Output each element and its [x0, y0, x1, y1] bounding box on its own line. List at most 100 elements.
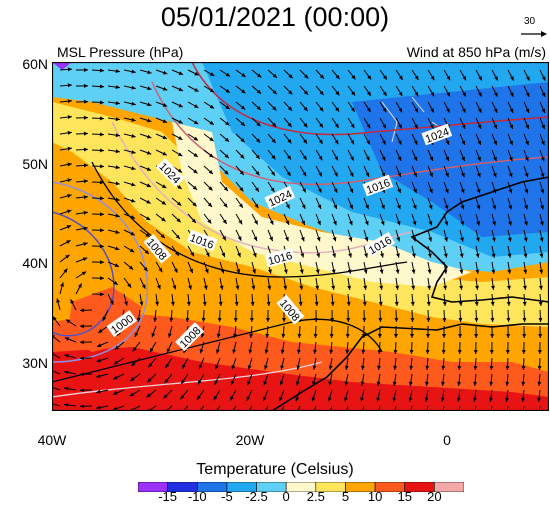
wind-vector-head	[461, 124, 466, 129]
wind-vector-head	[366, 140, 370, 145]
wind-vector-head	[314, 301, 319, 306]
wind-vector-head	[264, 349, 269, 354]
wind-vector-head	[283, 269, 288, 274]
colorbar-tick-label: -5	[221, 489, 233, 504]
wind-vector-head	[475, 285, 480, 290]
wind-vector-head	[504, 397, 509, 402]
wind-vector-head	[428, 188, 433, 194]
wind-vector-head	[247, 380, 251, 386]
wind-vector-head	[367, 75, 372, 80]
wind-vector-head	[254, 203, 259, 209]
colorbar	[138, 482, 464, 492]
wind-vector-head	[115, 213, 120, 218]
wind-vector-head	[153, 317, 158, 322]
wind-vector-head	[115, 101, 120, 106]
wind-vector-head	[491, 285, 495, 290]
wind-vector-head	[209, 104, 215, 109]
wind-vector-head	[252, 252, 257, 258]
wind-vector-head	[343, 397, 348, 402]
wind-vector-head	[64, 337, 70, 342]
wind-vector-head	[430, 75, 435, 81]
wind-vector-head	[312, 365, 317, 370]
wind-vector-head	[444, 221, 449, 226]
wind-vector-head	[70, 299, 75, 304]
wind-vector-head	[313, 349, 318, 354]
wind-vector-head	[490, 317, 495, 322]
wind-vector-head	[271, 171, 275, 176]
wind-vector-head	[446, 75, 451, 81]
wind-vector-head	[332, 220, 337, 226]
wind-vector-head	[280, 365, 285, 370]
wind-vector-head	[541, 140, 545, 146]
wind-vector-head	[162, 70, 168, 75]
wind-vector-head	[115, 230, 120, 234]
wind-vector-head	[330, 317, 335, 322]
wind-vector-head	[429, 172, 433, 178]
wind-vector-head	[288, 74, 293, 79]
wind-vector-head	[299, 269, 304, 274]
wind-vector-head	[335, 91, 340, 96]
wind-vector-head	[174, 251, 179, 256]
wind-vector-head	[409, 365, 414, 370]
wind-vector-head	[329, 333, 334, 338]
wind-vector	[442, 405, 445, 411]
wind-vector-head	[521, 381, 526, 386]
wind-vector-head	[279, 396, 283, 402]
wind-vector-head	[443, 253, 448, 258]
isobar-south	[52, 318, 383, 383]
wind-vector-head	[442, 317, 447, 322]
wind-vector-head	[285, 220, 290, 225]
wind-vector-head	[489, 365, 494, 370]
wind-vector-head	[475, 269, 480, 274]
wind-vector-head	[302, 171, 307, 177]
wind-vector-head	[115, 69, 120, 74]
wind-vector-head	[99, 116, 104, 121]
wind-vector-head	[282, 317, 287, 322]
wind-vector-head	[395, 269, 400, 274]
wind-vector-head	[66, 225, 72, 229]
wind-vector-head	[538, 333, 543, 338]
wind-vector-head	[204, 268, 209, 274]
wind-vector-head	[64, 403, 69, 407]
wind-vector-head	[457, 381, 462, 386]
wind-vector-head	[141, 284, 146, 289]
wind-vector	[490, 405, 493, 411]
wind-vector-head	[506, 301, 511, 306]
wind-vector-head	[198, 364, 203, 369]
wind-vector-head	[190, 251, 194, 257]
wind-vector-head	[178, 71, 184, 75]
wind-vector-head	[64, 354, 69, 358]
wind-vector-head	[283, 285, 288, 290]
wind-vector-head	[441, 381, 445, 386]
wind-vector-head	[522, 285, 527, 290]
wind-vector-head	[202, 301, 207, 306]
wind-vector-head	[362, 301, 367, 306]
wind-vector-head	[347, 269, 352, 274]
wind-vector-head	[319, 123, 324, 128]
wind-vector-head	[346, 317, 351, 322]
wind-vector-head	[508, 205, 513, 210]
wind-vector-head	[197, 379, 202, 385]
wind-vector-head	[221, 252, 226, 257]
wind-vector-head	[443, 269, 448, 274]
wind-vector-head	[269, 220, 274, 225]
wind-vector-head	[507, 237, 512, 242]
wind-vector-head	[177, 152, 183, 157]
wind-vector-head	[186, 301, 191, 306]
wind-vector-head	[131, 182, 136, 187]
wind-vector-head	[397, 156, 402, 161]
wind-vector-head	[213, 395, 218, 401]
wind-vector-head	[445, 156, 450, 162]
wind-vector-head	[145, 216, 151, 221]
wind-vector-head	[413, 124, 418, 129]
wind-vector-head	[115, 165, 120, 170]
wind-vector-head	[329, 349, 334, 354]
wind-vector-head	[376, 381, 381, 386]
wind-vector-head	[508, 156, 513, 162]
wind-vector-head	[413, 140, 418, 145]
wind-vector-head	[442, 333, 447, 338]
wind-vector-head	[313, 333, 318, 338]
wind-vector-head	[494, 76, 498, 81]
wind-vector-head	[442, 301, 447, 306]
